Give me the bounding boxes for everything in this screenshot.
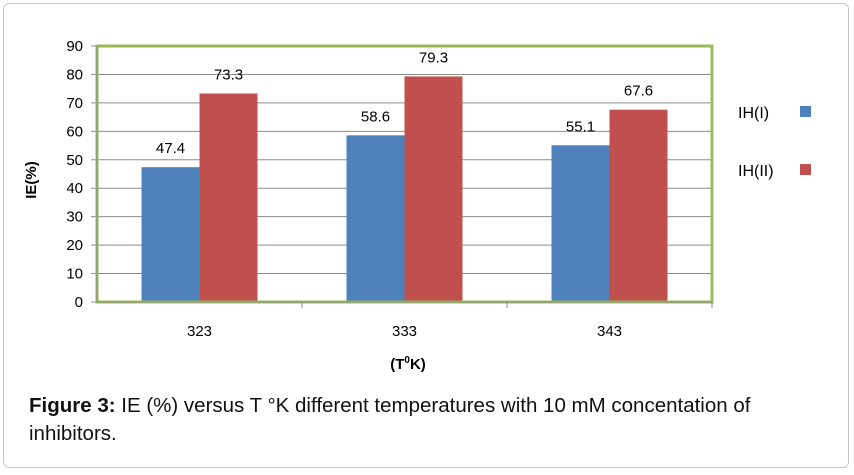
y-tick-label: 40 xyxy=(66,180,83,197)
figure-caption: Figure 3: IE (%) versus T °K different t… xyxy=(29,392,839,448)
data-label: 55.1 xyxy=(566,118,595,135)
caption-text: IE (%) versus T °K different temperature… xyxy=(29,394,751,445)
legend-label: IH(I) xyxy=(738,105,769,122)
bars xyxy=(141,76,668,303)
y-tick-label: 20 xyxy=(66,237,83,254)
y-tick-label: 10 xyxy=(66,266,83,283)
y-tick-label: 30 xyxy=(66,209,83,226)
y-axis-label: IE(%) xyxy=(23,161,40,199)
bar-chart: 0 10 20 30 40 50 60 70 80 90 323 333 343 47.4 73.3 58… xyxy=(23,38,811,373)
legend-swatch xyxy=(800,106,811,117)
data-labels: 47.4 73.3 58.6 79.3 55.1 67.6 xyxy=(156,49,653,157)
bar xyxy=(141,167,200,302)
x-tick-label: 323 xyxy=(187,323,212,340)
x-tick-label: 333 xyxy=(392,323,417,340)
x-tick-label: 343 xyxy=(597,323,622,340)
bar xyxy=(609,109,668,303)
caption-label: Figure 3: xyxy=(29,394,116,417)
legend-label: IH(II) xyxy=(738,163,774,180)
x-axis-label-superscript: 0 xyxy=(404,355,410,366)
bar xyxy=(346,135,405,302)
data-label: 58.6 xyxy=(361,108,390,125)
y-tick-label: 0 xyxy=(75,294,83,311)
data-label: 79.3 xyxy=(419,49,448,66)
data-label: 67.6 xyxy=(624,83,653,100)
data-label: 47.4 xyxy=(156,140,185,157)
x-tick-labels: 323 333 343 xyxy=(187,323,622,340)
y-tick-label: 90 xyxy=(66,38,83,55)
bar xyxy=(551,145,610,302)
y-tick-label: 50 xyxy=(66,152,83,169)
bar xyxy=(199,93,258,302)
x-axis-label: (T0K) xyxy=(390,355,426,373)
legend-swatch xyxy=(800,164,811,175)
data-label: 73.3 xyxy=(214,67,243,84)
bar xyxy=(404,76,463,303)
x-axis-label-end: K) xyxy=(410,356,426,373)
y-tick-label: 60 xyxy=(66,123,83,140)
y-tick-labels: 0 10 20 30 40 50 60 70 80 90 xyxy=(66,38,83,311)
axis-lines xyxy=(96,46,713,308)
x-axis-label-main: (T xyxy=(390,356,404,373)
legend: IH(I) IH(II) xyxy=(738,105,811,180)
y-tick-label: 80 xyxy=(66,66,83,83)
y-tick-label: 70 xyxy=(66,95,83,112)
